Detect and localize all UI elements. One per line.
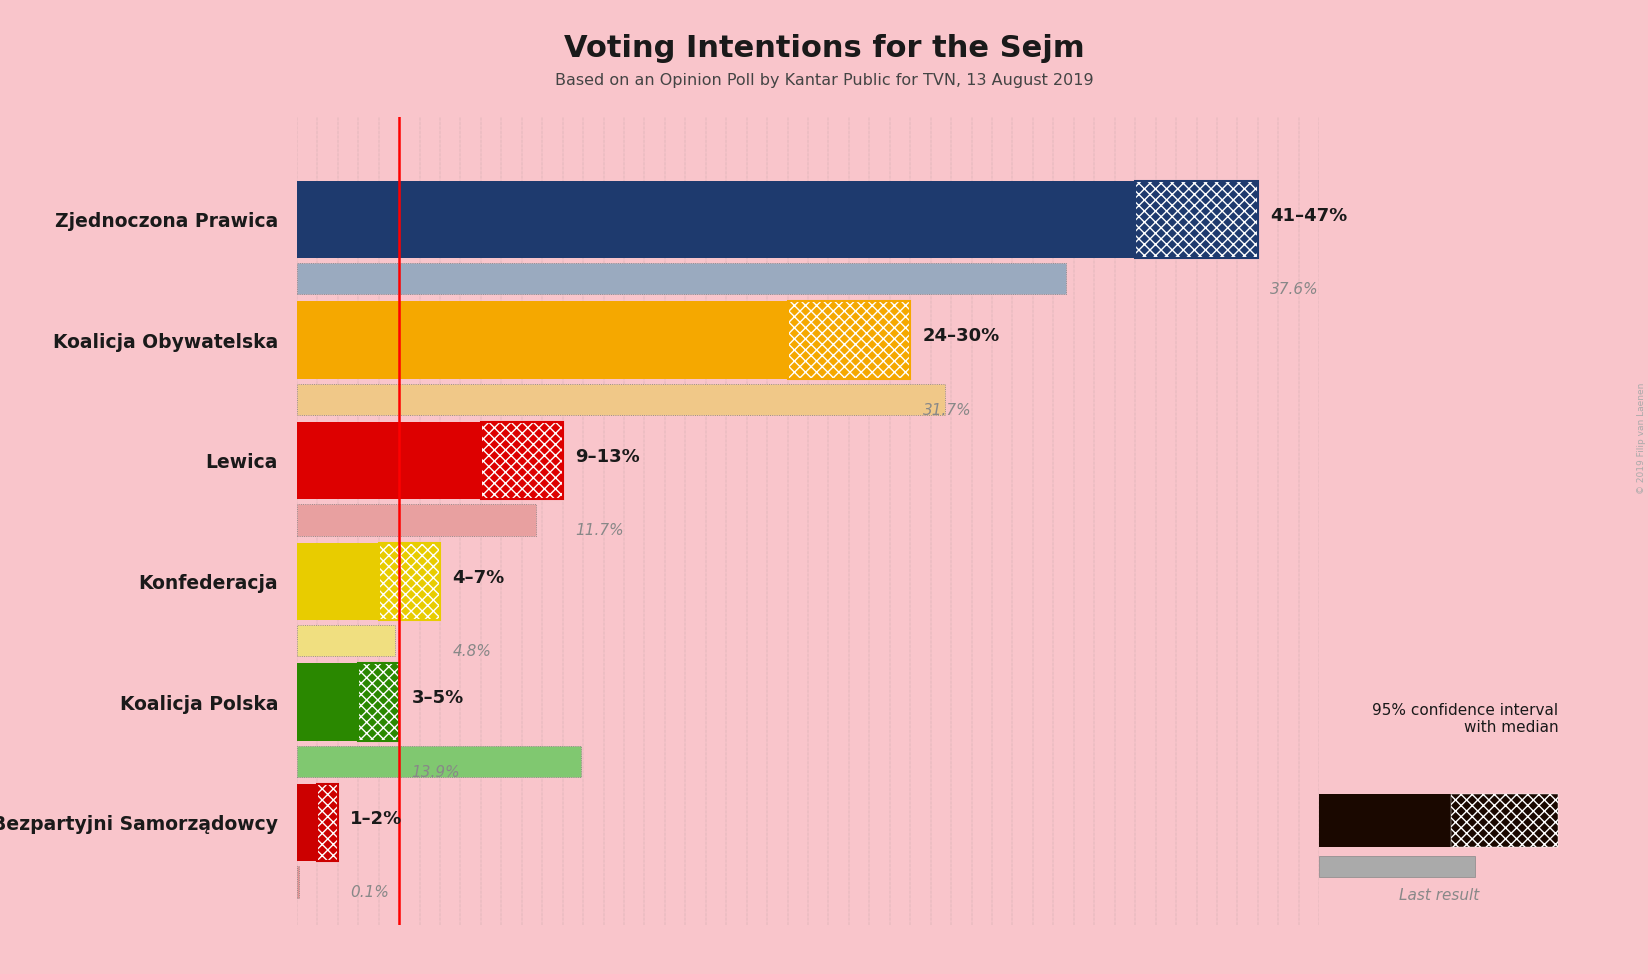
Bar (297, 866, 298, 898)
Bar (379, 543, 440, 620)
Text: 4.8%: 4.8% (452, 644, 491, 658)
Bar (297, 263, 1065, 294)
Bar (788, 302, 910, 379)
Bar (379, 543, 440, 620)
Text: 13.9%: 13.9% (410, 765, 460, 779)
Text: 24–30%: 24–30% (921, 327, 999, 345)
Bar (1134, 181, 1257, 258)
Bar (297, 745, 580, 777)
Bar (481, 422, 562, 500)
Bar (297, 181, 1134, 258)
Text: 0.1%: 0.1% (349, 885, 389, 900)
Text: Last result: Last result (1398, 887, 1478, 903)
Text: Voting Intentions for the Sejm: Voting Intentions for the Sejm (564, 34, 1084, 63)
Text: © 2019 Filip van Laenen: © 2019 Filip van Laenen (1636, 383, 1645, 494)
Text: 41–47%: 41–47% (1269, 206, 1346, 225)
Bar (297, 625, 396, 656)
Bar (297, 784, 316, 861)
Bar (297, 422, 481, 500)
Bar (316, 784, 338, 861)
Bar (297, 505, 536, 536)
Bar (358, 663, 399, 740)
Bar (358, 663, 399, 740)
Bar (1134, 181, 1257, 258)
Text: Based on an Opinion Poll by Kantar Public for TVN, 13 August 2019: Based on an Opinion Poll by Kantar Publi… (555, 73, 1093, 88)
Text: 37.6%: 37.6% (1269, 281, 1318, 297)
Bar (297, 543, 379, 620)
Text: 9–13%: 9–13% (575, 448, 639, 466)
Bar (788, 302, 910, 379)
Text: 31.7%: 31.7% (921, 402, 971, 418)
Bar (481, 422, 562, 500)
Bar (297, 663, 358, 740)
Bar (297, 302, 788, 379)
Text: 3–5%: 3–5% (410, 690, 463, 707)
Text: 1–2%: 1–2% (349, 809, 402, 828)
Text: 11.7%: 11.7% (575, 523, 623, 539)
Bar (297, 384, 944, 415)
Text: 95% confidence interval
with median: 95% confidence interval with median (1371, 703, 1557, 735)
Text: 4–7%: 4–7% (452, 569, 504, 586)
Bar (316, 784, 338, 861)
